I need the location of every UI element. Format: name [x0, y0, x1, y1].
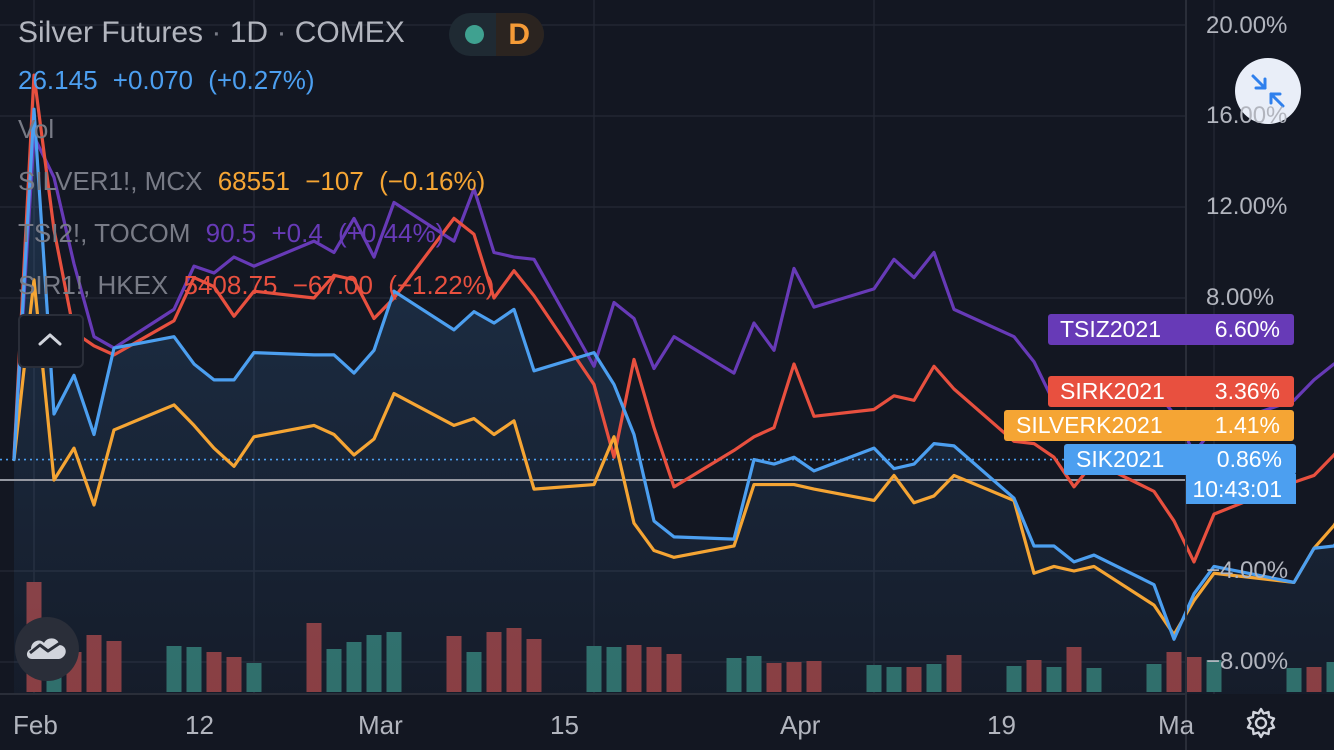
interval-badge: D [508, 18, 530, 51]
minimize-arrows-icon [1251, 74, 1285, 108]
compare-value: 5408.75 [183, 270, 278, 300]
reference-lines [0, 458, 1186, 481]
tradingview-cloud-icon [26, 638, 66, 659]
bar-countdown: 10:43:01 [1186, 474, 1296, 504]
x-tick-label: Mar [358, 710, 403, 740]
interval-label: 1D [229, 16, 269, 49]
x-tick-label: Feb [13, 710, 58, 740]
x-tick-label: 12 [185, 710, 214, 740]
compare-symbol: SIR1!, HKEX [18, 270, 169, 300]
compare-change-pct: (−0.16%) [379, 166, 486, 196]
series-line-sik2021 [12, 107, 1334, 641]
series-line-silverk2021 [12, 278, 1334, 637]
compare-symbol: SILVER1!, MCX [18, 166, 203, 196]
exchange-label: COMEX [294, 16, 405, 49]
compare-symbol: TSI2!, TOCOM [18, 218, 191, 248]
compare-change: −107 [305, 166, 364, 196]
tradingview-logo[interactable] [15, 617, 79, 681]
y-tick-label: −8.00% [1206, 648, 1289, 675]
series-lines [12, 73, 1334, 641]
exit-fullscreen-button[interactable] [1235, 58, 1301, 124]
collapse-legend-button[interactable] [18, 314, 84, 368]
y-tick-label: 16.00% [1206, 102, 1288, 129]
symbol-name: Silver Futures [18, 16, 204, 49]
x-tick-label: Ma [1158, 710, 1195, 740]
price-tag-tsiz2021: TSIZ2021 6.60% [1048, 314, 1294, 345]
compare-legend-sir1-hkex[interactable]: SIR1!, HKEX 5408.75 −67.00 (−1.22%) [18, 270, 494, 301]
chevron-up-icon [38, 333, 62, 346]
compare-legend-silver1-mcx[interactable]: SILVER1!, MCX 68551 −107 (−0.16%) [18, 166, 485, 197]
compare-value: 68551 [217, 166, 291, 196]
compare-change: −67.00 [292, 270, 373, 300]
gear-icon[interactable] [1244, 706, 1278, 740]
price-change-pct: (+0.27%) [208, 65, 315, 95]
last-price: 26.145 [18, 65, 98, 95]
y-tick-label: 20.00% [1206, 12, 1288, 39]
x-tick-label: 19 [987, 710, 1016, 740]
x-tick-label: 15 [550, 710, 579, 740]
compare-value: 90.5 [205, 218, 257, 248]
compare-change-pct: (+0.44%) [338, 218, 445, 248]
x-tick-label: Apr [780, 710, 821, 740]
compare-change-pct: (−1.22%) [388, 270, 495, 300]
price-tag-sik2021: SIK2021 0.86% [1064, 444, 1296, 475]
compare-change: +0.4 [271, 218, 323, 248]
y-tick-label: 8.00% [1206, 284, 1275, 311]
price-legend: 26.145 +0.070 (+0.27%) [18, 65, 314, 96]
price-tag-sirk2021: SIRK2021 3.36% [1048, 376, 1294, 407]
price-area [14, 109, 1334, 694]
series-line-sirk2021 [12, 73, 1334, 564]
price-change: +0.070 [112, 65, 194, 95]
market-open-dot-icon [465, 25, 484, 44]
price-tag-silverk2021: SILVERK2021 1.41% [1004, 410, 1294, 441]
y-tick-label: −4.00% [1206, 557, 1289, 584]
volume-legend: Vol [18, 114, 55, 144]
axis-borders [0, 0, 1187, 750]
y-tick-label: 12.00% [1206, 193, 1288, 220]
series-line-tsiz2021 [12, 134, 1334, 459]
market-status-pill[interactable]: D [449, 13, 544, 56]
series-area [14, 109, 1334, 694]
compare-legend-tsi2-tocom[interactable]: TSI2!, TOCOM 90.5 +0.4 (+0.44%) [18, 218, 444, 249]
chart-title: Silver Futures · 1D · COMEX [18, 16, 405, 49]
